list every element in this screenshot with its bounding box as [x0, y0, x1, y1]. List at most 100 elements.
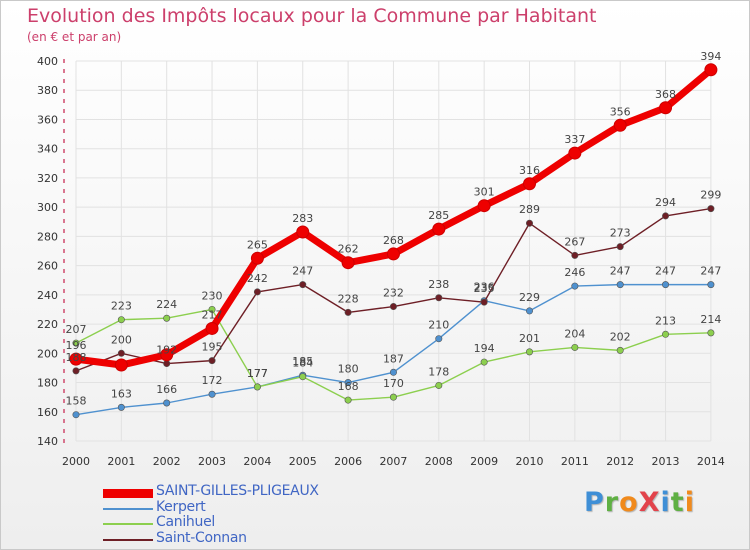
data-point [435, 294, 443, 302]
x-tick-label: 2000 [62, 455, 90, 468]
x-tick-label: 2004 [243, 455, 271, 468]
data-point [659, 101, 673, 115]
data-point [341, 256, 355, 270]
data-label: 229 [519, 291, 540, 304]
chart-title: Evolution des Impôts locaux pour la Comm… [27, 5, 597, 27]
data-label: 267 [564, 235, 585, 248]
data-label: 200 [111, 333, 132, 346]
data-label: 299 [700, 189, 721, 202]
y-tick-label: 340 [37, 143, 58, 156]
line-chart: 140 160 180 200 220 240 260 280 300 320 340 360 380 4… [37, 50, 725, 468]
data-label: 262 [338, 243, 359, 256]
data-label: 265 [247, 238, 268, 251]
data-label: 273 [610, 227, 631, 240]
y-tick-label: 320 [37, 172, 58, 185]
data-label: 289 [519, 203, 540, 216]
data-label: 177 [247, 367, 268, 380]
data-point [435, 381, 443, 389]
data-label: 188 [66, 351, 87, 364]
data-point [616, 243, 624, 251]
data-label: 184 [292, 357, 313, 370]
data-label: 185 [292, 355, 313, 368]
data-label: 210 [428, 319, 449, 332]
data-point [163, 399, 171, 407]
data-point [707, 329, 715, 337]
y-tick-label: 160 [37, 406, 58, 419]
y-tick-label: 280 [37, 230, 58, 243]
y-tick-label: 360 [37, 113, 58, 126]
data-point [205, 321, 219, 335]
data-point [571, 282, 579, 290]
data-point [208, 305, 216, 313]
data-label: 170 [383, 377, 404, 390]
x-tick-label: 2014 [697, 455, 725, 468]
data-point [571, 343, 579, 351]
x-tick-label: 2012 [606, 455, 634, 468]
x-tick-label: 2003 [198, 455, 226, 468]
data-point [435, 335, 443, 343]
data-label: 238 [428, 278, 449, 291]
legend-swatch [103, 538, 153, 541]
y-tick-label: 140 [37, 435, 58, 448]
data-label: 283 [292, 212, 313, 225]
data-point [114, 358, 128, 372]
data-label: 301 [474, 186, 495, 199]
chart-subtitle: (en € et par an) [27, 30, 122, 44]
data-point [163, 314, 171, 322]
data-label: 177 [247, 367, 268, 380]
data-label: 217 [202, 308, 223, 321]
data-point [662, 281, 670, 289]
data-point [613, 118, 627, 132]
y-tick-label: 300 [37, 201, 58, 214]
proxiti-logo: ProXiti [584, 487, 695, 518]
data-point [344, 308, 352, 316]
data-label: 294 [655, 196, 676, 209]
data-point [72, 411, 80, 419]
y-tick-label: 200 [37, 347, 58, 360]
data-label: 204 [564, 327, 585, 340]
data-point [523, 177, 536, 191]
y-tick-label: 240 [37, 289, 58, 302]
data-point [525, 307, 533, 315]
data-point [69, 352, 83, 366]
data-label: 196 [66, 339, 87, 352]
data-point [616, 346, 624, 354]
data-point [389, 368, 397, 376]
data-label: 166 [156, 383, 177, 396]
data-point [117, 316, 125, 324]
y-tick-label: 220 [37, 318, 58, 331]
x-tick-label: 2011 [561, 455, 589, 468]
data-point [662, 330, 670, 338]
data-label: 356 [610, 105, 631, 118]
data-label: 178 [428, 365, 449, 378]
data-point [616, 281, 624, 289]
data-point [389, 303, 397, 311]
data-point [163, 360, 171, 368]
data-point [477, 199, 491, 213]
x-tick-label: 2007 [379, 455, 407, 468]
data-point [72, 367, 80, 375]
legend-swatch [103, 523, 153, 525]
legend-label: SAINT-GILLES-PLIGEAUX [156, 483, 319, 499]
data-label: 201 [519, 332, 540, 345]
legend-label: Kerpert [156, 498, 206, 515]
data-point [117, 403, 125, 411]
data-point [208, 390, 216, 398]
x-tick-label: 2005 [289, 455, 317, 468]
data-label: 236 [474, 281, 495, 294]
data-point [253, 383, 261, 391]
x-tick-label: 2009 [470, 455, 498, 468]
data-point [160, 348, 174, 362]
x-tick-label: 2002 [153, 455, 181, 468]
data-label: 242 [247, 272, 268, 285]
data-point [571, 251, 579, 259]
data-point [386, 247, 400, 261]
data-label: 168 [338, 380, 359, 393]
legend-label: Saint-Connan [156, 529, 247, 546]
y-tick-label: 400 [37, 55, 58, 68]
data-label: 230 [202, 289, 223, 302]
data-label: 337 [564, 133, 585, 146]
x-tick-label: 2010 [516, 455, 544, 468]
legend-swatch [103, 488, 153, 498]
